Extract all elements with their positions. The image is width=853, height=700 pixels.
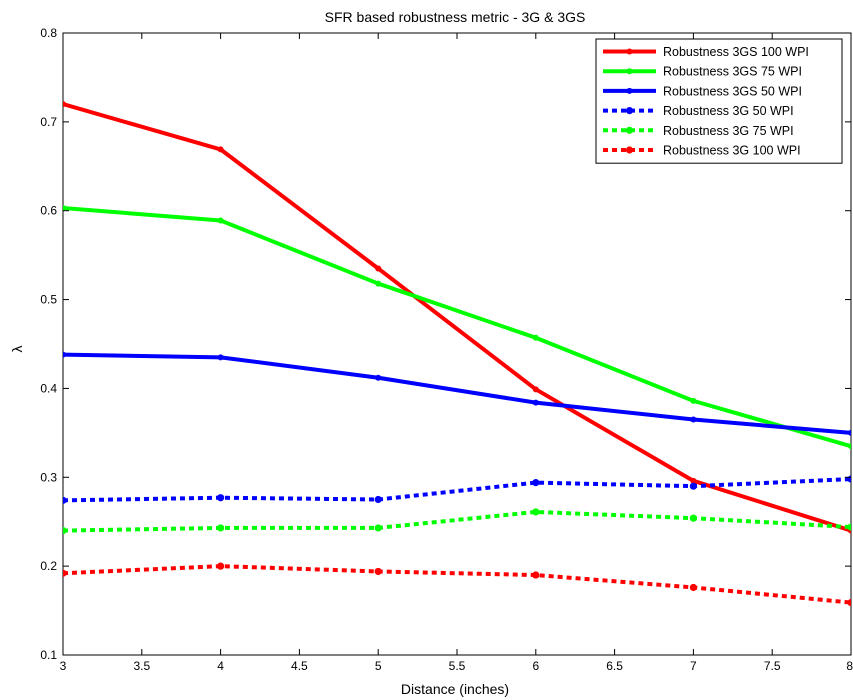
x-axis: 3 3.5 4 4.5 5 5.5 6 6.5 7 7.5 8 xyxy=(60,33,853,673)
legend-marker xyxy=(625,107,634,115)
series-layer xyxy=(63,101,851,607)
data-point xyxy=(374,567,382,576)
data-point xyxy=(375,280,382,287)
legend: Robustness 3GS 100 WPI Robustness 3GS 75 … xyxy=(595,38,843,164)
data-point xyxy=(217,217,224,224)
legend-label: Robustness 3G 50 WPI xyxy=(663,104,794,118)
data-point xyxy=(848,429,851,436)
data-point xyxy=(532,399,539,406)
data-point xyxy=(217,146,224,153)
legend-label: Robustness 3GS 50 WPI xyxy=(663,84,802,98)
data-point xyxy=(217,494,225,502)
data-point xyxy=(217,354,224,361)
data-point xyxy=(63,205,66,212)
data-point xyxy=(532,508,540,516)
legend-label: Robustness 3G 75 WPI xyxy=(663,124,794,138)
legend-item: Robustness 3G 75 WPI xyxy=(603,124,794,138)
x-tick-label: 6.5 xyxy=(606,659,623,673)
legend-item: Robustness 3GS 75 WPI xyxy=(603,65,802,79)
legend-marker xyxy=(626,68,633,75)
legend-label: Robustness 3G 100 WPI xyxy=(663,144,801,158)
y-tick-label: 0.6 xyxy=(40,204,57,218)
data-point xyxy=(848,443,851,450)
series-line xyxy=(63,102,851,533)
legend-marker xyxy=(626,87,633,94)
x-tick-label: 5.5 xyxy=(449,659,466,673)
data-point xyxy=(63,351,66,358)
y-tick-label: 0.3 xyxy=(40,470,57,484)
data-point xyxy=(532,571,540,579)
y-tick-label: 0.8 xyxy=(40,26,57,40)
series-line xyxy=(63,352,851,435)
data-point xyxy=(375,265,382,272)
legend-marker xyxy=(625,126,634,134)
data-point xyxy=(689,482,698,490)
chart-title: SFR based robustness metric - 3G & 3GS xyxy=(325,9,586,25)
y-tick-label: 0.4 xyxy=(40,381,57,395)
legend-box xyxy=(595,38,843,164)
x-tick-label: 6 xyxy=(532,659,539,673)
data-point xyxy=(690,397,697,404)
data-point xyxy=(690,416,697,423)
data-point xyxy=(532,386,539,393)
data-point xyxy=(375,374,382,381)
data-point xyxy=(63,527,67,535)
data-point xyxy=(532,479,540,487)
data-point xyxy=(847,598,851,607)
series-6 xyxy=(63,562,851,607)
y-tick-label: 0.2 xyxy=(40,559,57,573)
x-tick-label: 7 xyxy=(690,659,697,673)
data-point xyxy=(217,524,225,532)
data-point xyxy=(217,562,225,570)
series-2 xyxy=(63,205,851,450)
series-3 xyxy=(63,351,851,436)
data-point xyxy=(63,569,67,577)
series-line xyxy=(63,206,851,449)
y-axis: 0.1 0.2 0.3 0.4 0.5 0.6 0.7 0.8 xyxy=(40,26,851,662)
data-point xyxy=(532,334,539,341)
series-line xyxy=(63,509,851,533)
legend-label: Robustness 3GS 100 WPI xyxy=(663,45,809,59)
y-axis-title: λ xyxy=(9,346,25,353)
data-point xyxy=(847,523,851,531)
x-tick-label: 5 xyxy=(375,659,382,673)
x-tick-label: 3 xyxy=(60,659,67,673)
y-tick-label: 0.1 xyxy=(40,648,57,662)
data-point xyxy=(690,477,697,484)
series-1 xyxy=(63,101,851,534)
legend-item: Robustness 3G 100 WPI xyxy=(603,144,801,158)
x-axis-title: Distance (inches) xyxy=(401,681,509,697)
y-tick-label: 0.7 xyxy=(40,115,57,129)
data-point xyxy=(689,514,698,522)
legend-item: Robustness 3GS 100 WPI xyxy=(603,45,809,59)
legend-item: Robustness 3G 50 WPI xyxy=(603,104,794,118)
legend-marker xyxy=(626,48,633,55)
data-point xyxy=(374,524,382,532)
series-5 xyxy=(63,508,851,535)
x-tick-label: 8 xyxy=(846,659,853,673)
x-tick-label: 4 xyxy=(217,659,224,673)
x-tick-label: 7.5 xyxy=(764,659,781,673)
series-line xyxy=(63,564,851,605)
legend-marker xyxy=(625,146,634,154)
series-line xyxy=(63,477,851,503)
x-tick-label: 3.5 xyxy=(133,659,150,673)
legend-label: Robustness 3GS 75 WPI xyxy=(663,65,802,79)
legend-item: Robustness 3GS 50 WPI xyxy=(603,84,802,98)
data-point xyxy=(63,496,67,504)
data-point xyxy=(374,495,382,504)
y-tick-label: 0.5 xyxy=(40,293,57,307)
data-point xyxy=(63,101,66,108)
x-tick-label: 4.5 xyxy=(291,659,308,673)
data-point xyxy=(689,583,698,592)
